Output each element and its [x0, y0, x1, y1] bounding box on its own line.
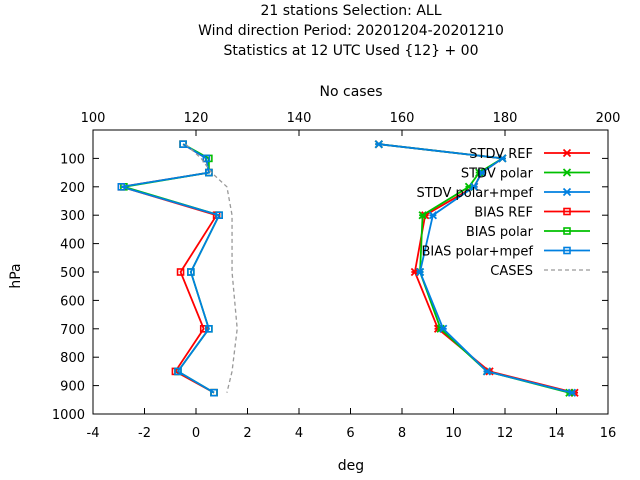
x-tick-label-3: 2: [243, 426, 251, 441]
series-5-point-1: [202, 154, 211, 163]
x-tick-label-5: 6: [346, 426, 354, 441]
legend-label-4: BIAS polar: [466, 225, 534, 240]
plot-area: [117, 140, 579, 397]
chart-title-line-1: 21 stations Selection: ALL: [260, 3, 441, 19]
legend-marker-3: [563, 207, 571, 216]
series-2: [374, 140, 577, 397]
legend-entry-0: STDV REF: [469, 147, 590, 162]
x-tick-label-10: 16: [600, 426, 617, 441]
series-5-point-5: [187, 268, 195, 276]
series-line-4: [123, 143, 221, 394]
legend-entry-6: CASES: [490, 264, 590, 279]
series-5-point-7: [174, 367, 182, 376]
legend-label-1: STDV polar: [461, 167, 534, 182]
series-3-point-6: [199, 324, 208, 333]
y-tick-label-8: 900: [60, 380, 85, 395]
legend-marker-5: [563, 246, 571, 255]
legend-entry-2: STDV polar+mpef: [416, 186, 590, 201]
legend-entry-3: BIAS REF: [474, 206, 590, 221]
x-tick-label-4: 4: [295, 426, 303, 441]
y-axis-label: hPa: [8, 263, 24, 288]
series-5-point-3: [117, 183, 126, 191]
y-tick-label-7: 800: [60, 351, 85, 366]
y-tick-label-5: 600: [60, 294, 85, 309]
x-tick-label-1: -2: [138, 426, 151, 441]
legend-entry-5: BIAS polar+mpef: [421, 245, 590, 260]
legend: STDV REF STDV polar STDV polar+mpef BIAS RE…: [416, 147, 590, 279]
legend-entry-4: BIAS polar: [466, 225, 590, 240]
x2-tick-label-5: 200: [596, 111, 621, 126]
legend-label-3: BIAS REF: [474, 206, 533, 221]
x-tick-label-2: 0: [192, 426, 200, 441]
legend-label-5: BIAS polar+mpef: [421, 245, 533, 260]
x2-tick-label-2: 140: [287, 111, 312, 126]
x-tick-label-8: 12: [497, 426, 514, 441]
series-5-point-8: [210, 388, 218, 397]
series-5-point-4: [215, 211, 223, 219]
series-line-3: [121, 143, 218, 394]
chart-title-line-2: Wind direction Period: 20201204-20201210: [198, 23, 504, 39]
legend-label-2: STDV polar+mpef: [416, 186, 533, 201]
y-tick-label-9: 1000: [52, 408, 85, 423]
x-axis-label: deg: [338, 458, 364, 474]
x-tick-label-0: -4: [87, 426, 100, 441]
x2-tick-label-4: 180: [493, 111, 518, 126]
series-line-5: [121, 143, 221, 394]
legend-label-6: CASES: [490, 264, 533, 279]
y-tick-label-0: 100: [60, 152, 85, 167]
axes: -4 -2 0 2 4 6 8 10 12 14 16 100 120 140 160 180 200 100 20…: [52, 111, 621, 441]
chart-title-line-3: Statistics at 12 UTC Used {12} + 00: [223, 43, 478, 59]
legend-marker-4: [563, 227, 571, 235]
legend-entry-1: STDV polar: [461, 167, 590, 182]
x-tick-label-6: 8: [398, 426, 406, 441]
y-tick-label-3: 400: [60, 238, 85, 253]
x2-tick-label-0: 100: [81, 111, 106, 126]
x-tick-label-7: 10: [445, 426, 462, 441]
y-tick-label-1: 200: [60, 181, 85, 196]
x2-tick-label-1: 120: [184, 111, 209, 126]
x2-axis-label: No cases: [320, 84, 383, 100]
x2-tick-label-3: 160: [390, 111, 415, 126]
series-3-point-5: [176, 268, 185, 276]
series-5: [117, 140, 223, 397]
y-tick-label-4: 500: [60, 266, 85, 281]
y-tick-label-6: 700: [60, 323, 85, 338]
y-tick-label-2: 300: [60, 209, 85, 224]
x-tick-label-9: 14: [548, 426, 565, 441]
series-5-point-6: [205, 324, 213, 333]
legend-label-0: STDV REF: [469, 147, 533, 162]
